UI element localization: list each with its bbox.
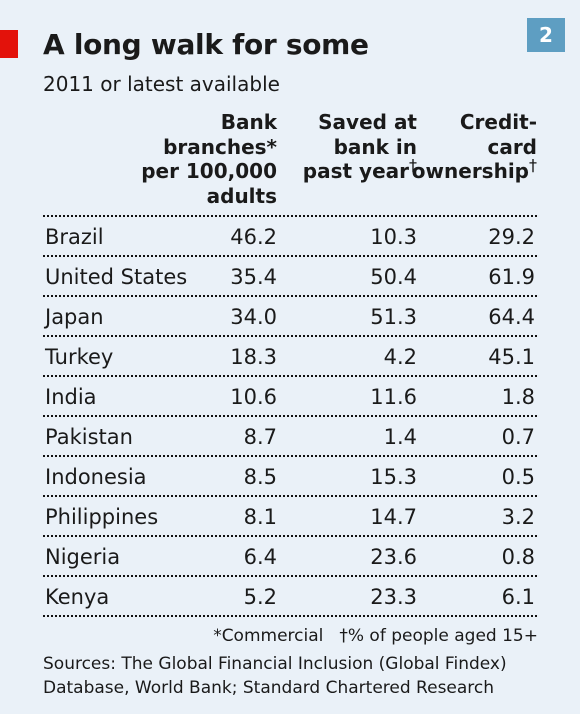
country-label: Japan [45, 305, 104, 329]
table-row: Brazil 46.2 10.3 29.2 [43, 215, 537, 257]
saved-at-bank-value: 1.4 [383, 425, 417, 449]
data-table: Brazil 46.2 10.3 29.2 United States 35.4… [43, 215, 537, 617]
table-row: Kenya 5.2 23.3 6.1 [43, 577, 537, 617]
saved-at-bank-value: 50.4 [370, 265, 417, 289]
chart-number-badge: 2 [527, 18, 565, 52]
chart-title: A long walk for some [43, 28, 369, 61]
chart-subtitle: 2011 or latest available [43, 72, 280, 96]
header-line: adults [206, 183, 277, 208]
credit-card-value: 6.1 [501, 585, 535, 609]
credit-card-value: 1.8 [501, 385, 535, 409]
bank-branches-value: 8.5 [243, 465, 277, 489]
column-header-credit-card: Credit- card ownership† [412, 110, 537, 184]
bank-branches-value: 10.6 [230, 385, 277, 409]
header-line: card [487, 134, 537, 159]
bank-branches-value: 5.2 [243, 585, 277, 609]
country-label: Indonesia [45, 465, 147, 489]
sources-line: Database, World Bank; Standard Chartered… [43, 678, 495, 698]
bank-branches-value: 46.2 [230, 225, 277, 249]
bank-branches-value: 8.7 [243, 425, 277, 449]
header-line: bank in [333, 134, 417, 159]
credit-card-value: 3.2 [501, 505, 535, 529]
header-line: Saved at [318, 110, 417, 134]
table-row: Turkey 18.3 4.2 45.1 [43, 337, 537, 377]
footnote-commercial: *Commercial [213, 626, 324, 646]
table-row: Japan 34.0 51.3 64.4 [43, 297, 537, 337]
bank-branches-value: 35.4 [230, 265, 277, 289]
bank-branches-value: 8.1 [243, 505, 277, 529]
table-row: India 10.6 11.6 1.8 [43, 377, 537, 417]
bank-branches-value: 18.3 [230, 345, 277, 369]
credit-card-value: 29.2 [488, 225, 535, 249]
header-line: Bank [220, 110, 277, 134]
header-line: per 100,000 [141, 159, 277, 183]
country-label: Brazil [45, 225, 104, 249]
table-row: Philippines 8.1 14.7 3.2 [43, 497, 537, 537]
sources-line: Sources: The Global Financial Inclusion … [43, 654, 507, 674]
saved-at-bank-value: 14.7 [370, 505, 417, 529]
credit-card-value: 0.7 [501, 425, 535, 449]
country-label: India [45, 385, 97, 409]
credit-card-value: 0.5 [501, 465, 535, 489]
table-row: Pakistan 8.7 1.4 0.7 [43, 417, 537, 457]
header-line: Credit- [459, 110, 537, 134]
bank-branches-value: 34.0 [230, 305, 277, 329]
saved-at-bank-value: 4.2 [383, 345, 417, 369]
country-label: Philippines [45, 505, 159, 529]
country-label: Nigeria [45, 545, 121, 569]
country-label: Kenya [45, 585, 110, 609]
dagger-mark: † [529, 155, 537, 175]
table-row: Nigeria 6.4 23.6 0.8 [43, 537, 537, 577]
saved-at-bank-value: 23.3 [370, 585, 417, 609]
header-line: ownership† [411, 155, 537, 183]
header-line: branches* [163, 134, 277, 159]
table-row: United States 35.4 50.4 61.9 [43, 257, 537, 297]
sources-note: Sources: The Global Financial Inclusion … [43, 652, 543, 700]
saved-at-bank-value: 23.6 [370, 545, 417, 569]
header-line: past year† [302, 155, 417, 183]
saved-at-bank-value: 10.3 [370, 225, 417, 249]
accent-tab [0, 30, 18, 58]
table-row: Indonesia 8.5 15.3 0.5 [43, 457, 537, 497]
footnote-people: †% of people aged 15+ [339, 626, 538, 646]
bank-branches-value: 6.4 [243, 545, 277, 569]
saved-at-bank-value: 15.3 [370, 465, 417, 489]
credit-card-value: 0.8 [501, 545, 535, 569]
credit-card-value: 61.9 [488, 265, 535, 289]
country-label: Turkey [45, 345, 114, 369]
credit-card-value: 45.1 [488, 345, 535, 369]
saved-at-bank-value: 51.3 [370, 305, 417, 329]
saved-at-bank-value: 11.6 [370, 385, 417, 409]
column-header-bank-branches: Bank branches* per 100,000 adults [141, 110, 277, 208]
column-header-saved-at-bank: Saved at bank in past year† [303, 110, 417, 184]
dagger-mark: † [409, 155, 417, 175]
footnote: *Commercial †% of people aged 15+ [213, 626, 538, 646]
country-label: United States [45, 265, 188, 289]
country-label: Pakistan [45, 425, 133, 449]
credit-card-value: 64.4 [488, 305, 535, 329]
